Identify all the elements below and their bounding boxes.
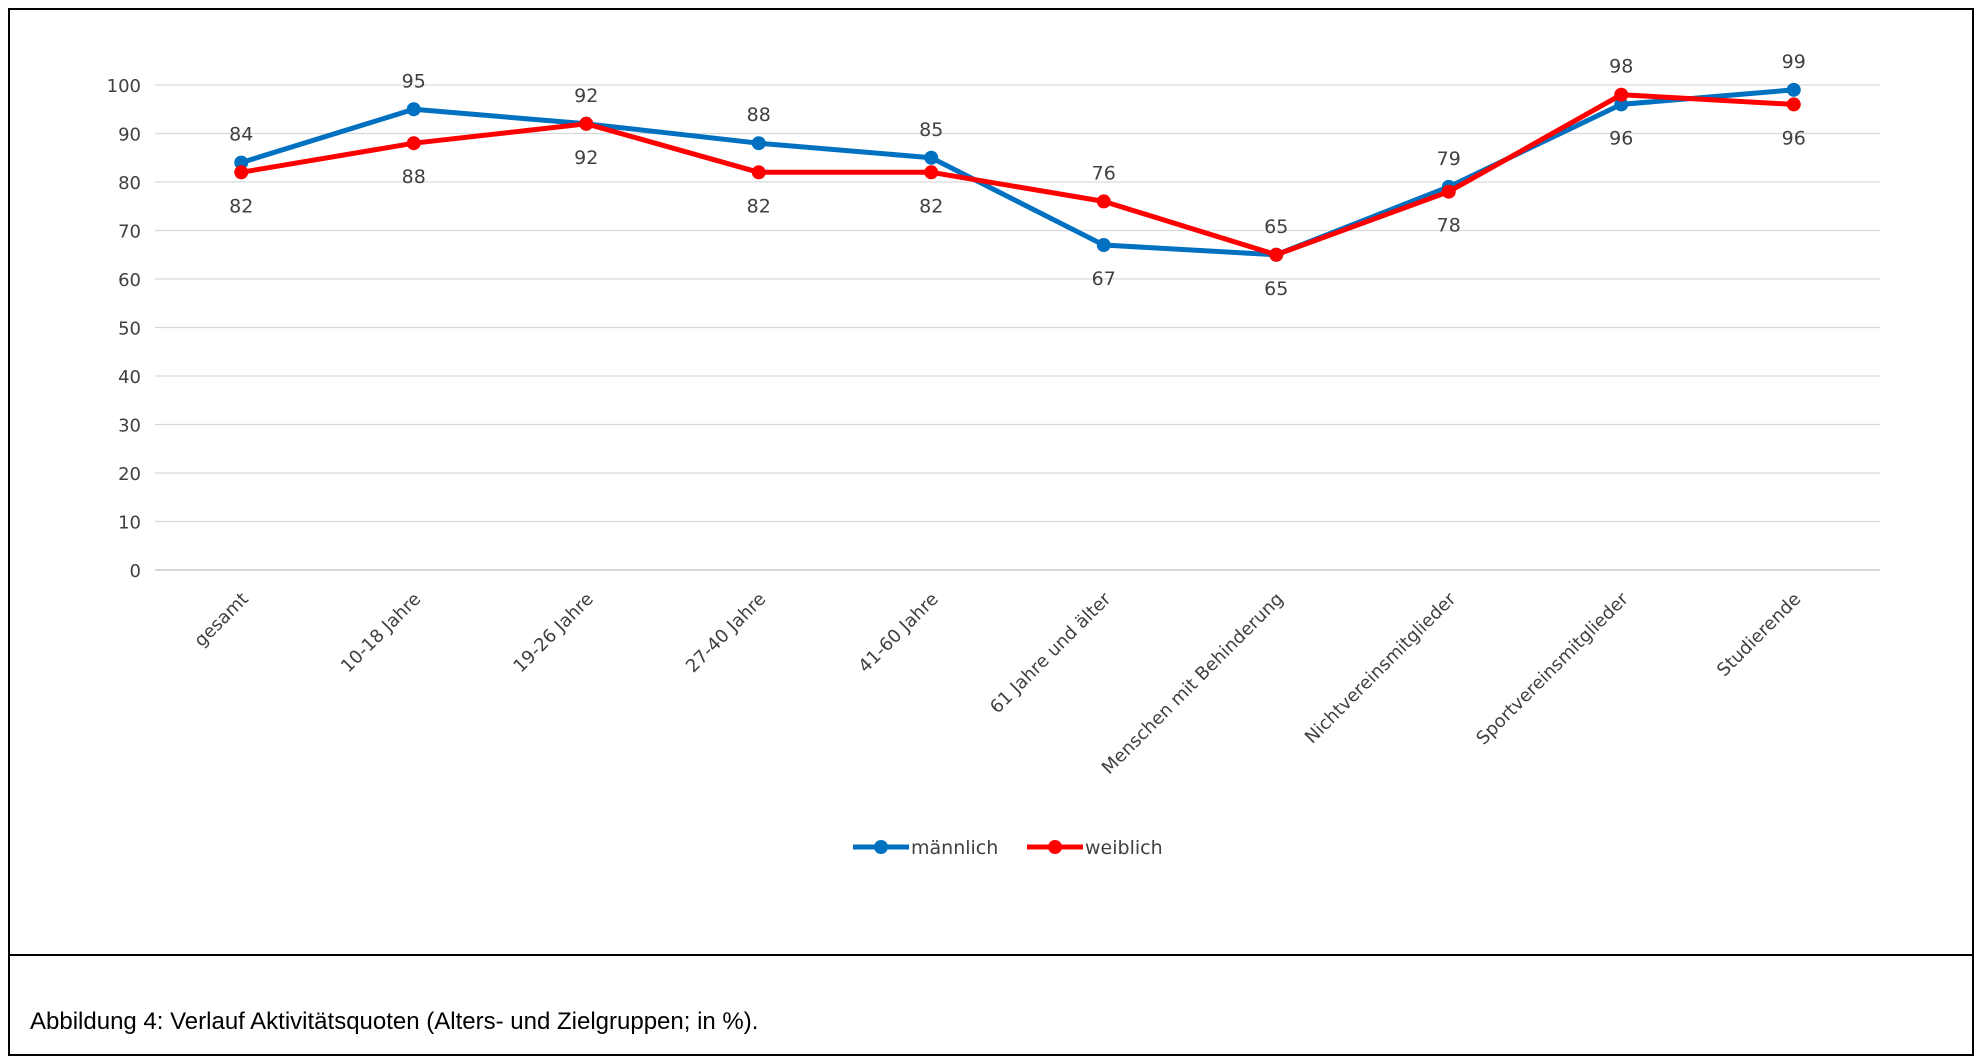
y-tick-label-1: 10 bbox=[118, 513, 141, 534]
data-label-series-1-5: 76 bbox=[1092, 162, 1116, 184]
y-tick-label-8: 80 bbox=[118, 173, 141, 194]
data-label-series-0-4: 85 bbox=[919, 119, 943, 141]
legend: männlich weiblich bbox=[853, 837, 1163, 859]
data-label-series-0-8: 96 bbox=[1609, 127, 1633, 149]
x-tick-label-0: gesamt bbox=[190, 589, 253, 652]
x-tick-label-9: Studierende bbox=[1713, 589, 1805, 681]
data-label-series-1-2: 92 bbox=[574, 147, 598, 169]
data-label-series-0-3: 88 bbox=[747, 104, 771, 126]
legend-label-0: männlich bbox=[911, 837, 998, 859]
line-chart: 0 10 20 30 40 50 60 70 80 90 100 gesamt 10-18 Jahre… bbox=[107, 51, 1880, 859]
chart-area: 0 10 20 30 40 50 60 70 80 90 100 gesamt 10-18 Jahre… bbox=[10, 10, 1972, 956]
data-label-series-1-9: 96 bbox=[1782, 127, 1806, 149]
series-1-point-4 bbox=[924, 165, 939, 180]
y-tick-label-4: 40 bbox=[118, 367, 141, 388]
data-label-series-0-7: 79 bbox=[1437, 148, 1461, 170]
data-label-series-1-3: 82 bbox=[747, 195, 771, 217]
y-tick-label-9: 90 bbox=[118, 125, 141, 146]
series-1-point-1 bbox=[406, 136, 421, 151]
figure-frame: 0 10 20 30 40 50 60 70 80 90 100 gesamt 10-18 Jahre… bbox=[8, 8, 1974, 1056]
series-layer bbox=[234, 82, 1801, 262]
legend-label-1: weiblich bbox=[1085, 837, 1163, 859]
y-tick-label-6: 60 bbox=[118, 270, 141, 291]
series-0-point-4 bbox=[924, 150, 939, 165]
series-1-point-7 bbox=[1441, 184, 1456, 199]
x-tick-label-8: Sportvereinsmitglieder bbox=[1472, 588, 1633, 749]
y-axis-ticks: 0 10 20 30 40 50 60 70 80 90 100 bbox=[107, 76, 141, 582]
data-label-series-0-2: 92 bbox=[574, 85, 598, 107]
y-tick-label-5: 50 bbox=[118, 319, 141, 340]
data-labels: 84 82 95 88 92 92 88 82 85 82 67 76 65 65 79 78 96 98 99 96 bbox=[229, 51, 1806, 300]
x-tick-label-7: Nichtvereinsmitglieder bbox=[1301, 588, 1461, 748]
y-tick-label-2: 20 bbox=[118, 464, 141, 485]
data-label-series-1-4: 82 bbox=[919, 195, 943, 217]
data-label-series-0-9: 99 bbox=[1782, 51, 1806, 73]
series-1-point-9 bbox=[1786, 97, 1801, 112]
x-tick-label-6: Menschen mit Behinderung bbox=[1098, 589, 1288, 779]
x-tick-label-1: 10-18 Jahre bbox=[337, 589, 425, 677]
data-label-series-0-6: 65 bbox=[1264, 216, 1288, 238]
series-0-point-9 bbox=[1786, 82, 1801, 97]
data-label-series-0-0: 84 bbox=[229, 124, 253, 146]
data-label-series-0-5: 67 bbox=[1092, 268, 1116, 290]
y-tick-label-3: 30 bbox=[118, 416, 141, 437]
y-tick-label-10: 100 bbox=[107, 76, 141, 97]
data-label-series-1-8: 98 bbox=[1609, 56, 1633, 78]
x-tick-label-3: 27-40 Jahre bbox=[682, 589, 770, 677]
x-tick-label-4: 41-60 Jahre bbox=[854, 589, 942, 677]
series-0-point-8 bbox=[1614, 97, 1629, 112]
series-1-point-2 bbox=[579, 116, 594, 131]
series-1-point-5 bbox=[1096, 194, 1111, 209]
series-0-point-1 bbox=[406, 102, 421, 117]
legend-swatch-marker-1 bbox=[1048, 840, 1062, 854]
x-axis-category-labels: gesamt 10-18 Jahre 19-26 Jahre 27-40 Jahre 4… bbox=[190, 588, 1805, 778]
data-label-series-1-0: 82 bbox=[229, 195, 253, 217]
data-label-series-0-1: 95 bbox=[402, 70, 426, 92]
series-1-point-0 bbox=[234, 165, 249, 180]
series-line-1 bbox=[238, 92, 1797, 258]
gridlines bbox=[155, 84, 1880, 571]
y-tick-label-0: 0 bbox=[130, 561, 141, 582]
series-1-point-3 bbox=[751, 165, 766, 180]
data-label-series-1-7: 78 bbox=[1437, 215, 1461, 237]
y-tick-label-7: 70 bbox=[118, 222, 141, 243]
series-0-point-3 bbox=[751, 136, 766, 151]
legend-swatch-marker-0 bbox=[874, 840, 888, 854]
data-label-series-1-6: 65 bbox=[1264, 278, 1288, 300]
series-1-point-6 bbox=[1269, 247, 1284, 262]
series-1-point-8 bbox=[1614, 87, 1629, 102]
series-0-point-0 bbox=[234, 155, 249, 170]
x-tick-label-2: 19-26 Jahre bbox=[509, 589, 597, 677]
series-0-point-5 bbox=[1096, 238, 1111, 253]
data-label-series-1-1: 88 bbox=[402, 166, 426, 188]
figure-caption: Abbildung 4: Verlauf Aktivitätsquoten (A… bbox=[30, 1008, 759, 1035]
x-tick-label-5: 61 Jahre und älter bbox=[986, 588, 1116, 718]
